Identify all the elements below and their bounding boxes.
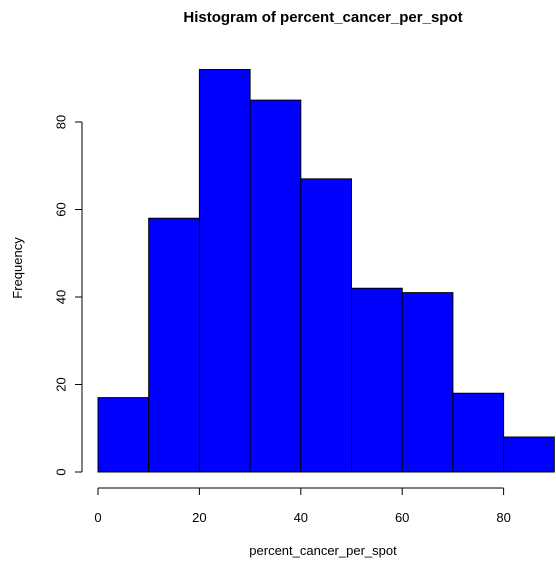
histogram-bar-7 xyxy=(452,392,505,473)
bars-layer xyxy=(97,69,555,473)
y-axis: 0 20 40 60 80 xyxy=(53,115,83,476)
histogram-bar-6 xyxy=(401,292,454,473)
histogram-bar-1 xyxy=(148,217,200,473)
y-tick-label: 0 xyxy=(53,468,68,475)
histogram-bar-8 xyxy=(503,436,555,473)
chart-title: Histogram of percent_cancer_per_spot xyxy=(183,9,462,26)
histogram-bar-3 xyxy=(249,99,302,473)
x-axis: 0 20 40 60 80 xyxy=(94,487,511,525)
y-tick-label: 60 xyxy=(53,202,68,216)
y-tick-label: 80 xyxy=(53,115,68,129)
y-tick-label: 20 xyxy=(53,377,68,391)
x-tick-label: 80 xyxy=(496,510,510,525)
histogram-bar-2 xyxy=(198,69,251,473)
x-tick-label: 40 xyxy=(294,510,308,525)
y-axis-label: Frequency xyxy=(10,237,25,299)
x-tick-label: 0 xyxy=(94,510,101,525)
histogram-bar-4 xyxy=(300,178,352,473)
x-tick-label: 60 xyxy=(395,510,409,525)
y-tick-label: 40 xyxy=(53,290,68,304)
x-tick-label: 20 xyxy=(192,510,206,525)
histogram-bar-0 xyxy=(97,397,150,473)
x-axis-label: percent_cancer_per_spot xyxy=(249,543,397,558)
histogram-bar-5 xyxy=(351,287,403,473)
